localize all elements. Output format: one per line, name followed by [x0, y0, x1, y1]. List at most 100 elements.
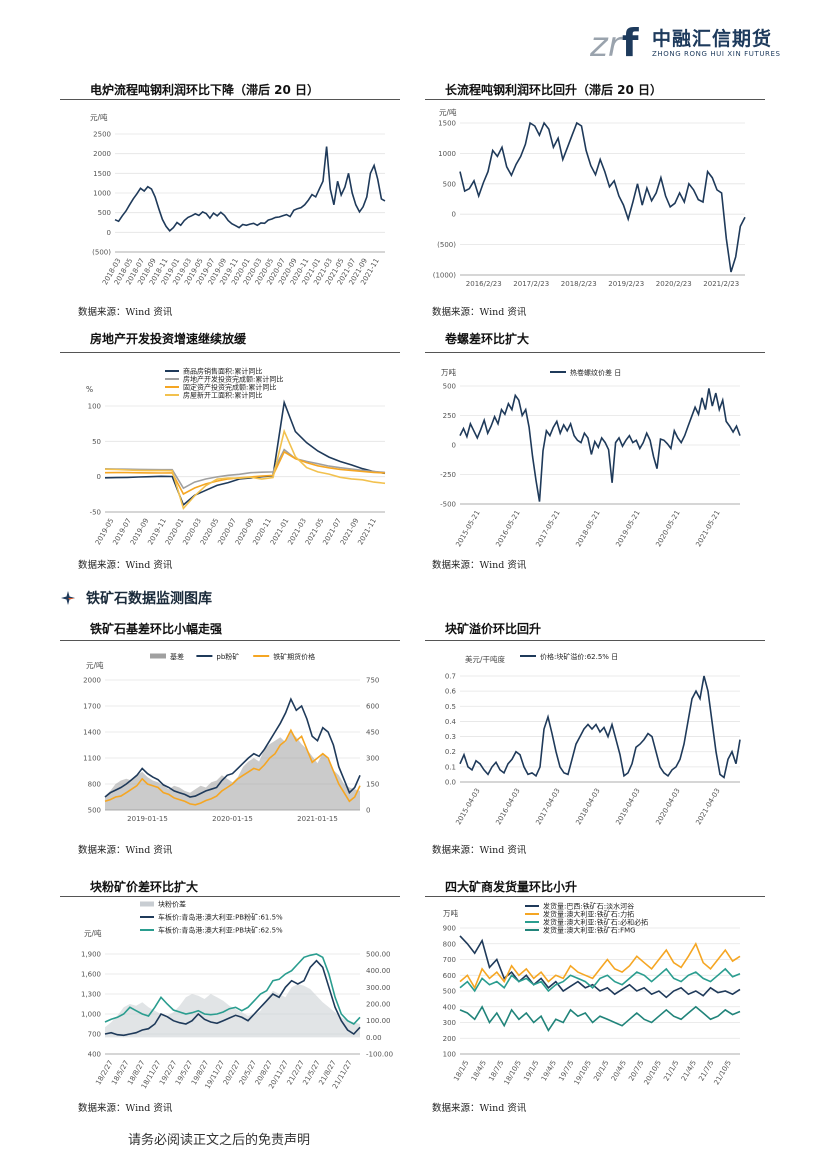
- x-tick-label: 2018/2/23: [561, 280, 597, 288]
- y-tick-label: 800: [88, 781, 101, 789]
- x-tick-label: 2020-04-03: [654, 787, 681, 826]
- title-divider: [425, 352, 765, 353]
- y-tick-label: 400: [443, 1003, 456, 1011]
- svg-text:f: f: [622, 21, 639, 64]
- long-process-profit-chart: 元/吨 1500 1000 500 0 (500) (1000) 2016/2/23 2017/…: [433, 107, 746, 288]
- y-right-tick-label: 200.00: [366, 1001, 391, 1009]
- x-tick-label: 18/1/5: [452, 1059, 470, 1083]
- x-tick-label: 2017-04-03: [534, 787, 561, 826]
- x-tick-label: 18/7/5: [487, 1059, 505, 1083]
- y-tick-label: -500: [440, 501, 456, 509]
- x-tick-label: 2021-01-15: [297, 815, 338, 823]
- lump-fines-spread-chart: 元/吨 1,900 1,600 1,300 1,000 700 400 500.00 400.0…: [81, 900, 393, 1091]
- y-tick-label: 600: [443, 972, 456, 980]
- y-tick-label: -250: [440, 471, 456, 479]
- x-tick-label: 2018-04-03: [574, 787, 601, 826]
- x-tick-label: 21/7/5: [697, 1059, 715, 1083]
- y-tick-label: 1000: [93, 190, 111, 198]
- legend-label: 车板价:青岛港:澳大利亚:PB粉矿:61.5%: [158, 913, 283, 922]
- y-right-tick-label: 100.00: [366, 1017, 391, 1025]
- data-source: 数据来源：Wind 资讯: [78, 307, 173, 318]
- x-tick-label: 18/4/5: [470, 1059, 488, 1083]
- axis-unit-label: %: [86, 385, 93, 394]
- axis-unit-label: 元/吨: [90, 112, 108, 122]
- line-series: [104, 428, 386, 510]
- y-tick-label: 100: [88, 403, 101, 411]
- x-tick-label: 2015-05-21: [454, 509, 481, 548]
- x-tick-label: 21/4/5: [680, 1059, 698, 1083]
- x-tick-label: 19/10/5: [573, 1059, 593, 1086]
- x-tick-label: 2021/2/23: [703, 280, 739, 288]
- chart-title: 铁矿石基差环比小幅走强: [90, 622, 223, 636]
- data-source: 数据来源：Wind 资讯: [78, 560, 173, 571]
- legend-label: 房地产开发投资完成额:累计同比: [183, 375, 283, 384]
- axis-unit-label: 元/吨: [439, 107, 457, 117]
- chart-title: 四大矿商发货量环比小升: [445, 880, 578, 894]
- x-tick-label: 18/10/5: [503, 1059, 523, 1086]
- y-right-tick-label: 0: [366, 807, 370, 815]
- y-tick-label: -50: [90, 509, 101, 517]
- x-tick-label: 2020-01-15: [212, 815, 253, 823]
- y-tick-label: 500: [443, 383, 456, 391]
- logo-english-name: ZHONG RONG HUI XIN FUTURES: [652, 50, 781, 58]
- x-tick-label: 2019-04-03: [614, 787, 641, 826]
- x-tick-label: 20/7/5: [627, 1059, 645, 1083]
- legend-label: 价格:块矿溢价:62.5% 日: [540, 652, 618, 661]
- iron-ore-basis-chart: 元/吨 2000 1700 1400 1100 800 500 750 600 450 300 150…: [83, 652, 379, 823]
- legend-label: 铁矿期货价格: [273, 652, 315, 661]
- y-tick-label: 0.2: [445, 748, 456, 756]
- logo-chinese-name: 中融汇信期货: [652, 28, 773, 50]
- x-tick-label: 19/1/5: [522, 1059, 540, 1083]
- y-right-tick-label: 750: [366, 677, 379, 685]
- four-point-star-icon: [61, 591, 75, 605]
- line-series: [459, 935, 741, 999]
- y-tick-label: 0.5: [445, 703, 456, 711]
- line-series: [104, 959, 361, 1037]
- y-tick-label: 500: [443, 180, 456, 188]
- y-tick-label: 1,000: [81, 1011, 101, 1019]
- y-tick-label: 700: [443, 956, 456, 964]
- title-divider: [60, 896, 400, 897]
- x-tick-label: 2017/2/23: [513, 280, 549, 288]
- x-tick-label: 2021-04-03: [694, 787, 721, 826]
- section-title: 铁矿石数据监测图库: [86, 591, 212, 607]
- y-tick-label: 0: [452, 442, 456, 450]
- y-tick-label: (500): [437, 241, 456, 249]
- y-tick-label: 0: [97, 473, 101, 481]
- axis-unit-label: 元/吨: [86, 660, 104, 670]
- x-tick-label: 2019/2/23: [608, 280, 644, 288]
- legend-label: 房屋新开工面积:累计同比: [183, 391, 262, 400]
- y-tick-label: 2500: [93, 131, 111, 139]
- line-series: [459, 1005, 741, 1032]
- data-source: 数据来源：Wind 资讯: [78, 1103, 173, 1114]
- data-source: 数据来源：Wind 资讯: [432, 845, 527, 856]
- x-tick-label: 2019-05-21: [614, 509, 641, 548]
- data-source: 数据来源：Wind 资讯: [78, 845, 173, 856]
- data-source: 数据来源：Wind 资讯: [432, 307, 527, 318]
- legend-label: 车板价:青岛港:澳大利亚:PB块矿:62.5%: [158, 926, 283, 935]
- line-series: [104, 728, 361, 806]
- electric-furnace-profit-chart: 元/吨25002000150010005000(500)2018-032018-…: [90, 112, 386, 286]
- y-tick-label: 400: [88, 1051, 101, 1059]
- y-right-tick-label: -100.00: [366, 1051, 393, 1059]
- x-tick-label: 2017-05-21: [534, 509, 561, 548]
- y-tick-label: (500): [92, 249, 111, 257]
- y-right-tick-label: 150: [366, 781, 379, 789]
- y-tick-label: 300: [443, 1019, 456, 1027]
- x-tick-label: 20/4/5: [610, 1059, 628, 1083]
- legend-label: 发货量:澳大利亚:铁矿石:力拓: [543, 910, 634, 919]
- y-tick-label: 50: [92, 438, 101, 446]
- title-divider: [60, 99, 400, 100]
- y-tick-label: 2000: [93, 150, 111, 158]
- area-series: [105, 732, 360, 810]
- axis-unit-label: 元/吨: [84, 928, 102, 938]
- chart-title: 长流程吨钢利润环比回升（滞后 20 日）: [445, 83, 663, 97]
- y-tick-label: 500: [443, 988, 456, 996]
- line-series: [114, 146, 386, 232]
- x-tick-label: 2018-05-21: [574, 509, 601, 548]
- x-tick-label: 20/10/5: [643, 1059, 663, 1086]
- y-tick-label: 1500: [438, 120, 456, 128]
- y-tick-label: 800: [443, 940, 456, 948]
- area-series: [105, 984, 360, 1038]
- y-tick-label: 1100: [83, 755, 101, 763]
